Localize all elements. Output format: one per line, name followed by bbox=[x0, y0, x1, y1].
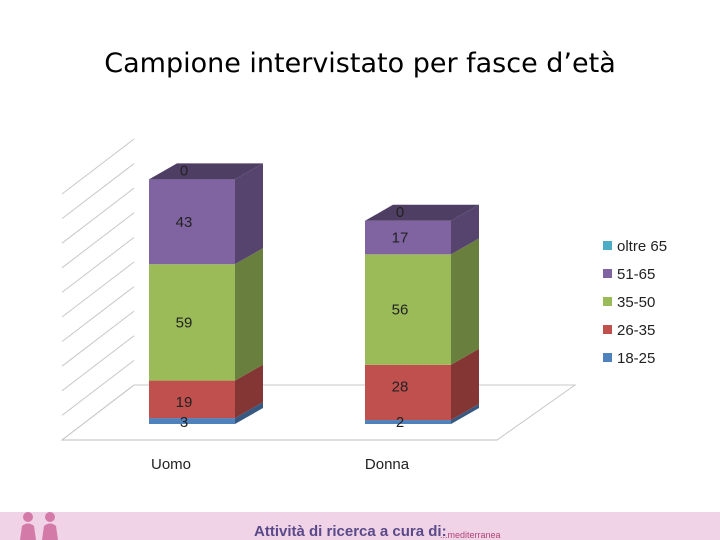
bar-uomo-35-50-front bbox=[149, 264, 235, 381]
legend-swatch-35-50 bbox=[603, 297, 612, 306]
gridline-side bbox=[61, 237, 135, 293]
data-label-donna-26-35: 28 bbox=[392, 378, 409, 395]
legend-swatch-18-25 bbox=[603, 353, 612, 362]
data-label-uomo-35-50: 59 bbox=[176, 314, 193, 331]
footer-band bbox=[0, 512, 720, 540]
chart-data-labels: 3 19 59 43 0 2 28 56 17 0 bbox=[176, 162, 409, 431]
legend-label-oltre-65: oltre 65 bbox=[617, 238, 667, 255]
legend-swatch-51-65 bbox=[603, 269, 612, 278]
bar-uomo-26-35-front bbox=[149, 380, 235, 419]
footer-logo-text: ...mediterranea bbox=[440, 530, 501, 540]
gridline-side bbox=[61, 310, 135, 367]
data-label-donna-18-25: 2 bbox=[396, 414, 404, 431]
category-label-donna: Donna bbox=[365, 456, 410, 473]
chart-floor bbox=[60, 384, 577, 441]
legend-swatch-26-35 bbox=[603, 325, 612, 334]
data-label-donna-51-65: 17 bbox=[392, 230, 409, 247]
legend-swatch-oltre-65 bbox=[603, 241, 612, 250]
chart-category-labels: Uomo Donna bbox=[151, 456, 410, 473]
chart-bars bbox=[149, 163, 479, 424]
data-label-donna-35-50: 56 bbox=[392, 302, 409, 319]
gridline-side bbox=[61, 286, 135, 342]
data-label-uomo-oltre-65: 0 bbox=[180, 162, 188, 179]
bar-uomo-51-65-front bbox=[149, 179, 235, 265]
stacked-bar-chart: 3 19 59 43 0 2 28 56 17 0 Uomo Donna oltre 65 51-65… bbox=[60, 138, 667, 473]
category-label-uomo: Uomo bbox=[151, 456, 191, 473]
gridline-side bbox=[61, 187, 135, 244]
bar-donna-26-35-side bbox=[451, 348, 479, 421]
legend-label-26-35: 26-35 bbox=[617, 322, 655, 339]
slide-title: Campione intervistato per fasce d’età bbox=[104, 48, 616, 79]
data-label-uomo-51-65: 43 bbox=[176, 214, 193, 231]
bar-uomo-51-65-side bbox=[235, 163, 263, 265]
legend-label-51-65: 51-65 bbox=[617, 266, 655, 283]
bar-uomo-35-50-side bbox=[235, 248, 263, 381]
chart-legend: oltre 65 51-65 35-50 26-35 18-25 bbox=[603, 238, 667, 367]
data-label-donna-oltre-65: 0 bbox=[396, 204, 404, 221]
bar-uomo-26-35-side bbox=[235, 364, 263, 419]
legend-label-35-50: 35-50 bbox=[617, 294, 655, 311]
gridline-side bbox=[61, 360, 135, 416]
gridline-side bbox=[61, 335, 135, 392]
bar-donna-top bbox=[365, 204, 479, 221]
footer-credit-text: Attività di ricerca a cura di: bbox=[254, 523, 447, 540]
data-label-uomo-26-35: 19 bbox=[176, 394, 193, 411]
bar-uomo-18-25-side bbox=[235, 402, 263, 424]
bar-uomo-top bbox=[149, 163, 263, 180]
bar-donna-35-50-front bbox=[365, 254, 451, 365]
gridline-side bbox=[61, 138, 135, 195]
chart-gridlines bbox=[60, 138, 577, 441]
bar-donna-35-50-side bbox=[451, 238, 479, 365]
legend-label-18-25: 18-25 bbox=[617, 350, 655, 367]
bar-uomo-18-25-front bbox=[149, 418, 235, 424]
bar-donna-18-25-side bbox=[451, 404, 479, 424]
bar-donna-18-25-front bbox=[365, 420, 451, 424]
bar-donna-26-35-front bbox=[365, 364, 451, 421]
people-logo-icon bbox=[20, 512, 58, 540]
data-label-uomo-18-25: 3 bbox=[180, 414, 188, 431]
gridline-side bbox=[61, 212, 135, 269]
bar-donna-51-65-front bbox=[365, 220, 451, 255]
bar-donna-51-65-side bbox=[451, 204, 479, 255]
gridline-side bbox=[61, 163, 135, 219]
gridline-side bbox=[61, 261, 135, 318]
